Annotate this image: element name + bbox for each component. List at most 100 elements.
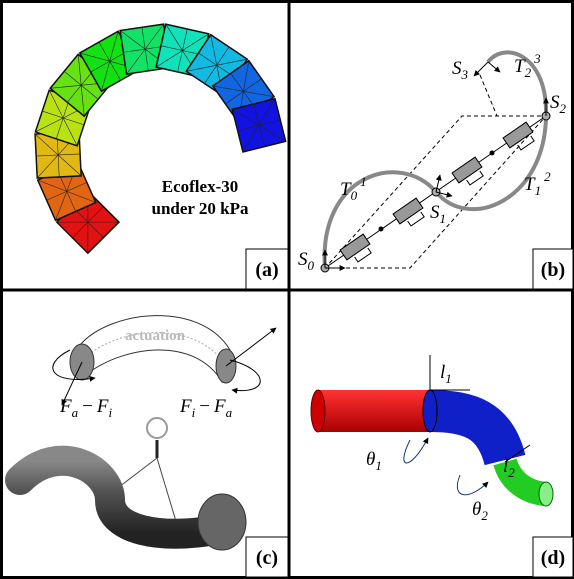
symbol-sup: 1 bbox=[360, 174, 367, 189]
joint bbox=[489, 150, 495, 156]
tick bbox=[504, 444, 531, 463]
segment-end bbox=[538, 481, 554, 507]
arrow bbox=[435, 191, 453, 198]
symbol-base: T bbox=[524, 174, 536, 195]
curve bbox=[322, 170, 438, 269]
symbol-sub: 1 bbox=[535, 183, 542, 198]
damper bbox=[502, 121, 534, 149]
cylinder-end bbox=[310, 389, 326, 433]
panel-label: (d) bbox=[541, 547, 565, 569]
symbol-sub: 2 bbox=[508, 465, 515, 480]
tube-mid bbox=[81, 332, 227, 366]
mesh bbox=[66, 68, 96, 103]
symbol-base: F bbox=[179, 396, 192, 417]
symbol-base: T bbox=[340, 179, 352, 200]
symbol-sub: 1 bbox=[440, 211, 447, 226]
spring bbox=[502, 121, 535, 151]
mesh bbox=[123, 45, 167, 53]
symbol-sup: 2 bbox=[544, 169, 551, 184]
label-box bbox=[245, 536, 289, 578]
mesh bbox=[57, 171, 76, 212]
symbol-sub: i bbox=[108, 405, 112, 420]
cylinder bbox=[318, 390, 430, 432]
symbol-base: F bbox=[59, 396, 72, 417]
panel-label: (a) bbox=[255, 259, 278, 281]
arrow bbox=[229, 359, 261, 394]
symbol: S0 bbox=[298, 249, 315, 273]
panel-b: S0 S1 S2 S3 T01 T12 T23 (b) bbox=[298, 50, 574, 290]
symbol-sub: a bbox=[226, 405, 233, 420]
symbol-base: S bbox=[550, 92, 560, 113]
mesh bbox=[90, 50, 130, 73]
spring bbox=[451, 156, 484, 186]
symbol: S3 bbox=[452, 58, 469, 82]
panel-c: actuation Fa − Fi Fi − Fa (c) bbox=[5, 315, 289, 578]
spring-bracket bbox=[407, 211, 425, 227]
symbol-sub: i bbox=[192, 405, 196, 420]
mesh bbox=[55, 96, 71, 139]
dashed-line bbox=[479, 74, 498, 117]
symbol-sub: 1 bbox=[375, 458, 382, 473]
spring-bracket bbox=[354, 247, 372, 263]
symbol-base: l bbox=[503, 456, 508, 477]
symbol-base: l bbox=[440, 362, 445, 383]
panel-a bbox=[34, 23, 287, 255]
arrow bbox=[456, 474, 489, 496]
damper bbox=[339, 233, 371, 261]
mesh bbox=[198, 52, 236, 78]
symbol-base: F bbox=[213, 396, 226, 417]
panel-d: l1 l2 θ1 θ2 (d) bbox=[310, 355, 574, 578]
tube-outline bbox=[79, 315, 231, 384]
symbol-sub: 3 bbox=[461, 67, 469, 82]
symbol: T23 bbox=[514, 51, 541, 80]
arrow bbox=[403, 437, 429, 464]
symbol: θ2 bbox=[472, 499, 488, 523]
symbol-sub: 1 bbox=[445, 371, 452, 386]
symbol: l1 bbox=[440, 362, 452, 386]
tube bbox=[5, 445, 230, 549]
label-box bbox=[532, 536, 574, 578]
arrow bbox=[52, 349, 96, 382]
mesh bbox=[253, 103, 265, 147]
symbol-base: θ bbox=[366, 449, 375, 470]
symbol-sub: 2 bbox=[481, 508, 488, 523]
arrow bbox=[61, 361, 83, 406]
symbol-base: S bbox=[430, 202, 440, 223]
damper bbox=[392, 197, 424, 225]
joint bbox=[378, 226, 384, 232]
caption: Ecoflex-30 bbox=[162, 177, 238, 196]
symbol-base: θ bbox=[472, 499, 481, 520]
spring bbox=[339, 233, 372, 263]
symbol: T01 bbox=[340, 174, 367, 203]
symbol: T12 bbox=[524, 169, 551, 198]
symbol: S1 bbox=[430, 202, 446, 226]
symbol-sub: a bbox=[72, 405, 79, 420]
arrow bbox=[487, 61, 501, 73]
spring bbox=[392, 197, 425, 227]
symbol: Fa − Fi bbox=[59, 396, 112, 420]
spring-bracket bbox=[517, 135, 535, 151]
symbol: Fi − Fa bbox=[179, 396, 233, 420]
segment-end bbox=[422, 389, 438, 433]
symbol-sub: 0 bbox=[308, 258, 315, 273]
label-box bbox=[532, 248, 574, 290]
operator: − bbox=[199, 396, 210, 417]
symbol-sub: 2 bbox=[560, 101, 567, 116]
wire bbox=[156, 457, 179, 529]
operator: − bbox=[82, 396, 93, 417]
damper bbox=[451, 156, 483, 184]
symbol-base: F bbox=[96, 396, 109, 417]
panel-label: (c) bbox=[256, 547, 278, 569]
ring bbox=[146, 417, 168, 439]
mesh bbox=[160, 45, 204, 56]
arrow bbox=[435, 174, 442, 193]
mesh bbox=[72, 206, 104, 238]
symbol: S2 bbox=[550, 92, 567, 116]
caption: under 20 kPa bbox=[152, 199, 249, 218]
tube-end bbox=[197, 493, 247, 551]
symbol-sub: 2 bbox=[525, 65, 532, 80]
segment bbox=[231, 97, 287, 153]
symbol-sub: 0 bbox=[351, 188, 358, 203]
mesh bbox=[230, 73, 257, 110]
